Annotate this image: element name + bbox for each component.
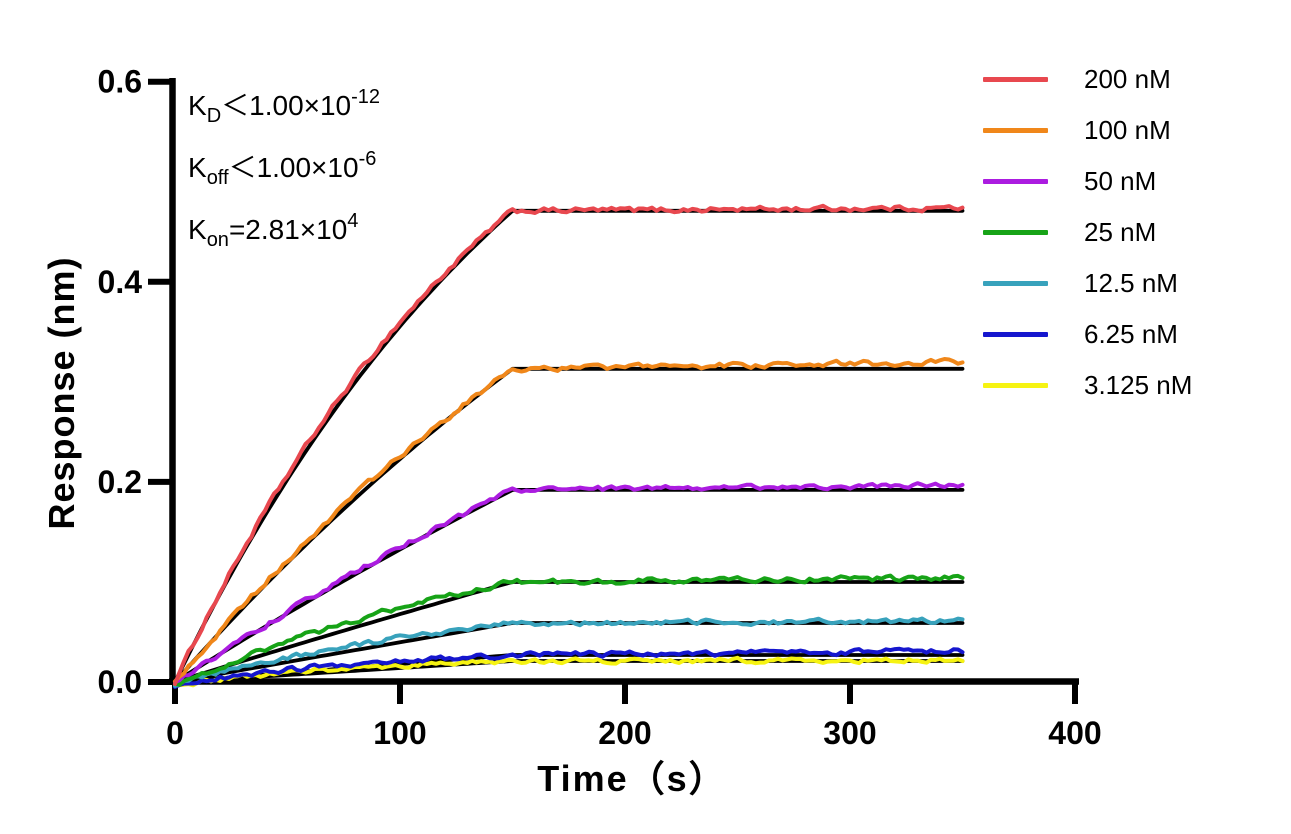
- fit-lines-group: [173, 208, 965, 684]
- legend-label: 50 nM: [1084, 166, 1157, 196]
- sensorgram-trace: [173, 357, 965, 684]
- axes-group: 0 100 200 300 400 0.0 0.2 0.4 0.6: [98, 64, 1102, 751]
- koff-value: ＜1.00×10: [228, 152, 359, 183]
- y-tick-label: 0.4: [98, 264, 143, 300]
- legend-item: 25 nM: [983, 207, 1192, 258]
- kon-value: =2.81×10: [228, 214, 348, 245]
- legend-item: 3.125 nM: [983, 360, 1192, 411]
- x-tick-label: 100: [373, 715, 426, 751]
- y-tick-label: 0.0: [98, 664, 142, 700]
- legend-color-line: [983, 77, 1048, 82]
- koff-value-line: Koff＜1.00×10-6: [188, 138, 380, 200]
- legend-color-line: [983, 230, 1048, 235]
- legend-item: 6.25 nM: [983, 309, 1192, 360]
- legend-label: 200 nM: [1084, 64, 1171, 94]
- x-tick-label: 0: [166, 715, 184, 751]
- x-tick-label: 400: [1048, 715, 1101, 751]
- kd-value-line: KD＜1.00×10-12: [188, 76, 380, 138]
- legend-item: 200 nM: [983, 54, 1192, 105]
- legend-label: 100 nM: [1084, 115, 1171, 145]
- koff-exponent: -6: [358, 148, 377, 170]
- legend: 200 nM 100 nM 50 nM 25 nM 12.5 nM 6.25 nM 3.12…: [983, 54, 1192, 411]
- legend-label: 12.5 nM: [1084, 268, 1178, 298]
- x-axis-title: Time（s）: [537, 758, 727, 799]
- sensorgram-trace: [173, 481, 965, 685]
- koff-subscript: off: [206, 167, 229, 189]
- legend-color-line: [983, 179, 1048, 184]
- sensorgram-trace: [173, 646, 965, 689]
- y-axis-title: Response (nm): [41, 256, 82, 530]
- legend-color-line: [983, 281, 1048, 286]
- data-curves-group: [173, 203, 965, 689]
- koff-symbol: K: [188, 152, 207, 183]
- kd-subscript: D: [206, 105, 222, 127]
- legend-color-line: [983, 383, 1048, 388]
- kon-exponent: 4: [347, 210, 359, 232]
- legend-color-line: [983, 128, 1048, 133]
- legend-item: 12.5 nM: [983, 258, 1192, 309]
- sensorgram-trace: [173, 655, 965, 688]
- kd-symbol: K: [188, 90, 207, 121]
- legend-label: 3.125 nM: [1084, 370, 1193, 400]
- kon-value-line: Kon=2.81×104: [188, 200, 380, 262]
- y-tick-label: 0.2: [98, 464, 142, 500]
- legend-label: 25 nM: [1084, 217, 1157, 247]
- kon-subscript: on: [206, 229, 229, 251]
- fit-curve: [173, 366, 965, 684]
- legend-item: 100 nM: [983, 105, 1192, 156]
- kon-symbol: K: [188, 214, 207, 245]
- sensorgram-trace: [173, 573, 965, 687]
- kd-exponent: -12: [351, 86, 381, 108]
- sensorgram-trace: [173, 616, 965, 688]
- kd-value: ＜1.00×10: [221, 90, 352, 121]
- y-tick-label: 0.6: [98, 64, 142, 100]
- legend-item: 50 nM: [983, 156, 1192, 207]
- sensorgram-trace: [173, 203, 965, 686]
- legend-color-line: [983, 332, 1048, 337]
- kinetics-annotation: KD＜1.00×10-12 Koff＜1.00×10-6 Kon=2.81×10…: [188, 76, 380, 262]
- x-tick-label: 300: [823, 715, 876, 751]
- legend-label: 6.25 nM: [1084, 319, 1178, 349]
- x-tick-label: 200: [598, 715, 651, 751]
